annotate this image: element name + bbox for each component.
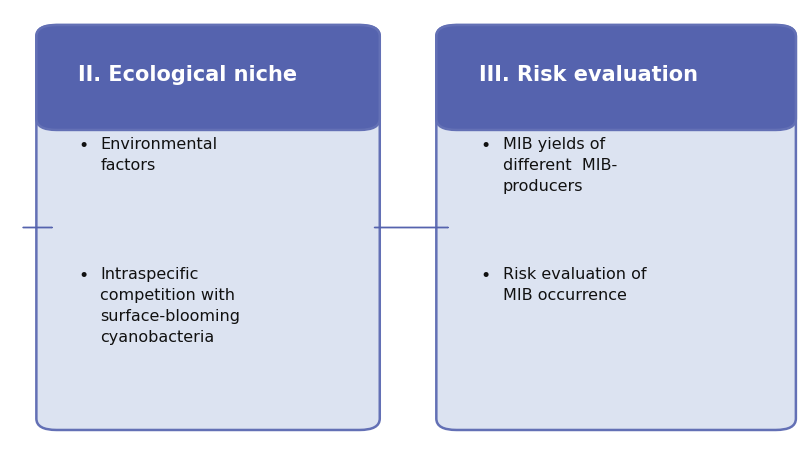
Text: •: •	[78, 137, 89, 155]
Text: MIB yields of
different  MIB-
producers: MIB yields of different MIB- producers	[503, 137, 617, 194]
Bar	[57, 81, 360, 119]
Text: II. Ecological niche: II. Ecological niche	[78, 65, 297, 85]
Text: Intraspecific
competition with
surface-blooming
cyanobacteria: Intraspecific competition with surface-b…	[100, 267, 241, 345]
FancyBboxPatch shape	[436, 25, 796, 430]
Text: •: •	[480, 137, 490, 155]
FancyBboxPatch shape	[436, 25, 796, 130]
Bar	[457, 81, 776, 119]
FancyBboxPatch shape	[36, 25, 380, 430]
Text: •: •	[480, 267, 490, 285]
Bar	[459, 82, 773, 118]
Text: •: •	[78, 267, 89, 285]
FancyBboxPatch shape	[36, 25, 380, 130]
Text: III. Risk evaluation: III. Risk evaluation	[479, 65, 698, 85]
Text: Environmental
factors: Environmental factors	[100, 137, 217, 173]
Bar	[59, 82, 357, 118]
Text: Risk evaluation of
MIB occurrence: Risk evaluation of MIB occurrence	[503, 267, 646, 303]
